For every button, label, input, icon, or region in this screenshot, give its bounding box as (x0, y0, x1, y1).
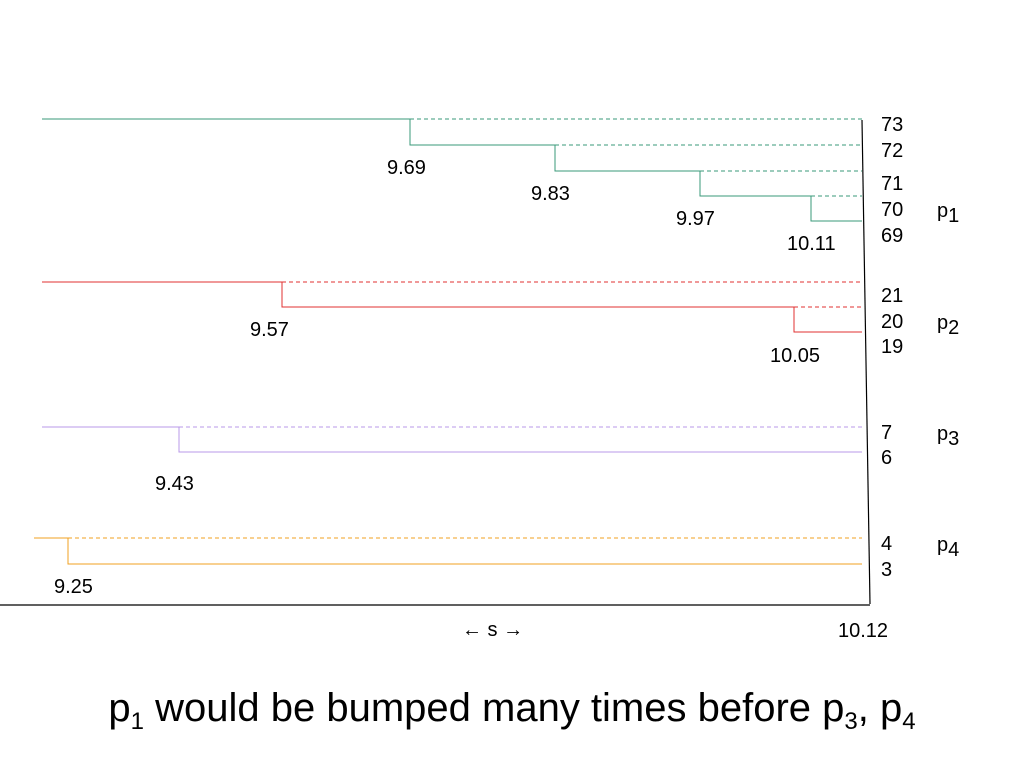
caption: p1 would be bumped many times before p3,… (108, 686, 916, 735)
group-p1: 9.69 9.83 9.97 10.11 73 72 71 70 69 p1 (42, 114, 959, 255)
split-label: 9.83 (531, 183, 570, 205)
id-label: 20 (881, 311, 903, 333)
step-line-p1 (42, 118, 862, 222)
group-p2: 9.57 10.05 21 20 19 p2 (42, 281, 959, 367)
split-label: 9.97 (676, 208, 715, 230)
id-label: 69 (881, 225, 903, 247)
id-label: 73 (881, 114, 903, 136)
id-label: 21 (881, 285, 903, 307)
split-label: 9.25 (54, 576, 93, 598)
id-label: 4 (881, 533, 892, 555)
step-line-p2 (42, 281, 862, 333)
step-line-p3 (42, 426, 862, 453)
split-label: 9.69 (387, 157, 426, 179)
id-label: 72 (881, 140, 903, 162)
group-label-p1: p1 (937, 200, 959, 227)
split-label: 10.05 (770, 345, 820, 367)
group-p3: 9.43 7 6 p3 (42, 422, 959, 495)
split-label: 10.11 (787, 233, 836, 255)
group-label-p2: p2 (937, 312, 959, 339)
split-label: 9.43 (155, 473, 194, 495)
id-label: 3 (881, 559, 892, 581)
id-label: 70 (881, 199, 903, 221)
id-label: 6 (881, 447, 892, 469)
axis-arrow-label: ← s → (462, 619, 523, 641)
axis-end-label: 10.12 (838, 620, 888, 642)
group-p4: 9.25 4 3 p4 (34, 533, 959, 598)
id-label: 19 (881, 336, 903, 358)
vertical-axis (861, 119, 871, 605)
split-label: 9.57 (250, 319, 289, 341)
id-label: 7 (881, 422, 892, 444)
group-label-p3: p3 (937, 423, 959, 450)
id-label: 71 (881, 173, 903, 195)
step-line-p4 (34, 537, 862, 565)
group-label-p4: p4 (937, 534, 959, 561)
